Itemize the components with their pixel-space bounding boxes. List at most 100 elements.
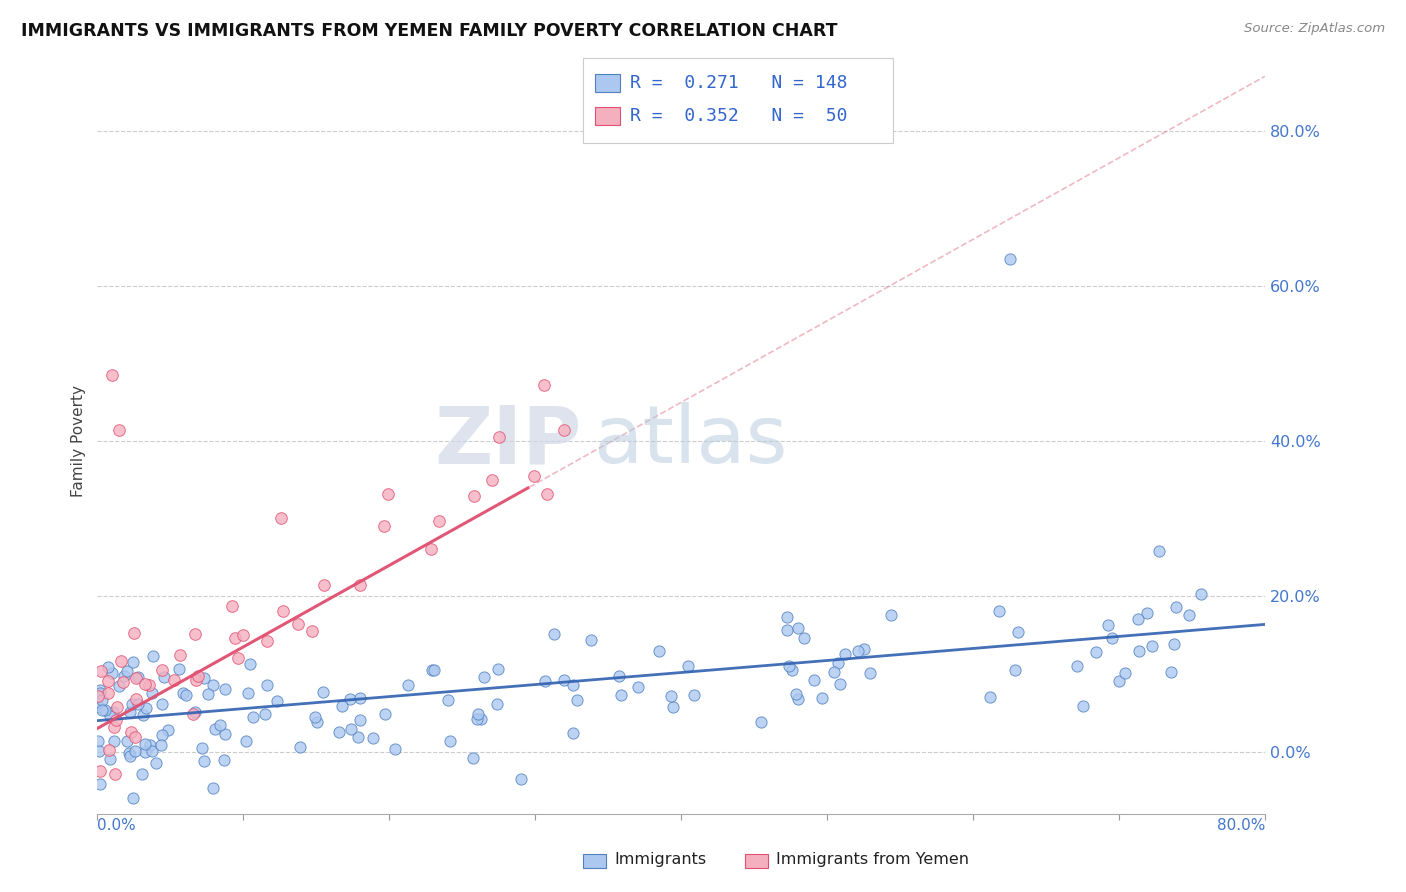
Point (132, 708, 155, 723)
Point (103, 767, 125, 781)
Point (307, 715, 329, 730)
Point (470, 712, 492, 726)
Point (683, 688, 706, 702)
Point (101, 368, 124, 383)
Point (127, 670, 149, 684)
Point (472, 670, 495, 684)
Point (1126, 612, 1149, 626)
Point (108, 679, 131, 693)
Point (534, 674, 557, 689)
Point (184, 673, 207, 687)
Point (581, 633, 603, 648)
Point (232, 628, 254, 642)
Point (1136, 606, 1159, 620)
Point (828, 677, 851, 691)
Text: 0.0%: 0.0% (97, 818, 136, 833)
Point (117, 747, 139, 761)
Point (1097, 618, 1119, 632)
Point (384, 741, 406, 756)
Point (880, 607, 903, 622)
Point (91, 693, 114, 707)
Point (349, 713, 371, 727)
Text: atlas: atlas (593, 402, 787, 480)
Point (89, 764, 111, 778)
Point (1163, 637, 1185, 651)
Point (97, 686, 120, 700)
Point (117, 734, 139, 748)
Point (751, 714, 773, 729)
Point (377, 487, 399, 501)
Point (827, 657, 849, 671)
Point (163, 673, 186, 687)
Point (134, 737, 156, 751)
Point (122, 656, 145, 670)
Point (486, 662, 509, 676)
Point (134, 745, 156, 759)
Point (181, 706, 204, 721)
Point (349, 578, 371, 592)
Point (776, 624, 799, 638)
Point (172, 686, 194, 700)
Point (859, 666, 882, 681)
Point (396, 677, 419, 691)
Point (103, 734, 125, 748)
Point (90, 664, 112, 678)
Point (97, 673, 120, 688)
Point (288, 739, 311, 754)
Point (1004, 663, 1026, 677)
Point (423, 663, 446, 677)
Point (141, 686, 163, 700)
Point (328, 725, 350, 739)
Point (125, 692, 148, 706)
Point (98, 743, 121, 757)
Point (127, 697, 149, 711)
Point (627, 680, 650, 694)
Point (235, 734, 257, 748)
Point (810, 691, 832, 706)
Point (420, 541, 443, 556)
Point (150, 728, 173, 742)
Point (174, 688, 197, 702)
Point (187, 668, 209, 682)
Point (461, 750, 484, 764)
Point (533, 378, 555, 392)
Point (1101, 631, 1123, 645)
Point (846, 644, 869, 658)
Point (780, 663, 803, 677)
Point (1071, 699, 1094, 714)
Point (254, 707, 277, 722)
Point (536, 487, 558, 501)
Point (98, 708, 121, 723)
Point (785, 687, 807, 701)
Point (101, 665, 124, 680)
Text: IMMIGRANTS VS IMMIGRANTS FROM YEMEN FAMILY POVERTY CORRELATION CHART: IMMIGRANTS VS IMMIGRANTS FROM YEMEN FAMI… (21, 22, 838, 40)
Point (988, 604, 1011, 618)
Point (420, 663, 443, 677)
Point (214, 727, 236, 741)
Point (145, 756, 167, 770)
Point (142, 648, 165, 663)
Point (485, 698, 508, 712)
Point (184, 705, 207, 719)
Point (86, 734, 108, 748)
Point (287, 617, 309, 632)
Point (998, 252, 1021, 266)
Point (678, 658, 700, 673)
Point (465, 712, 488, 726)
Point (346, 730, 368, 744)
Point (349, 690, 371, 705)
Point (242, 710, 264, 724)
Point (122, 625, 145, 640)
Point (439, 734, 461, 748)
Point (803, 673, 825, 688)
Point (834, 648, 856, 662)
Point (648, 643, 671, 657)
Point (256, 678, 278, 692)
Point (141, 744, 163, 758)
Point (1007, 625, 1029, 640)
Point (139, 739, 162, 753)
Point (134, 677, 156, 691)
Point (118, 706, 141, 720)
Text: Source: ZipAtlas.com: Source: ZipAtlas.com (1244, 22, 1385, 36)
Point (1128, 643, 1150, 657)
